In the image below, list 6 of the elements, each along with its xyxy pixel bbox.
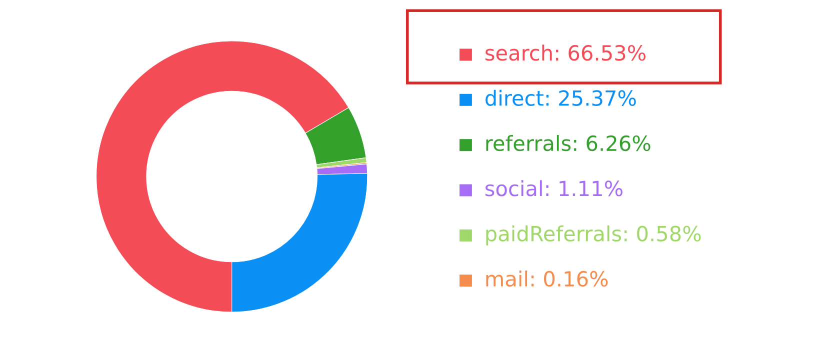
legend-label: direct: 25.37% [486,90,636,106]
legend-label: referrals: 6.26% [486,135,650,152]
legend-label: search: 66.53% [486,44,646,61]
legend-label: social: 1.11% [486,180,622,196]
legend-label: paidReferrals: 0.58% [486,225,701,246]
legend-label: mail: 0.16% [486,270,608,287]
